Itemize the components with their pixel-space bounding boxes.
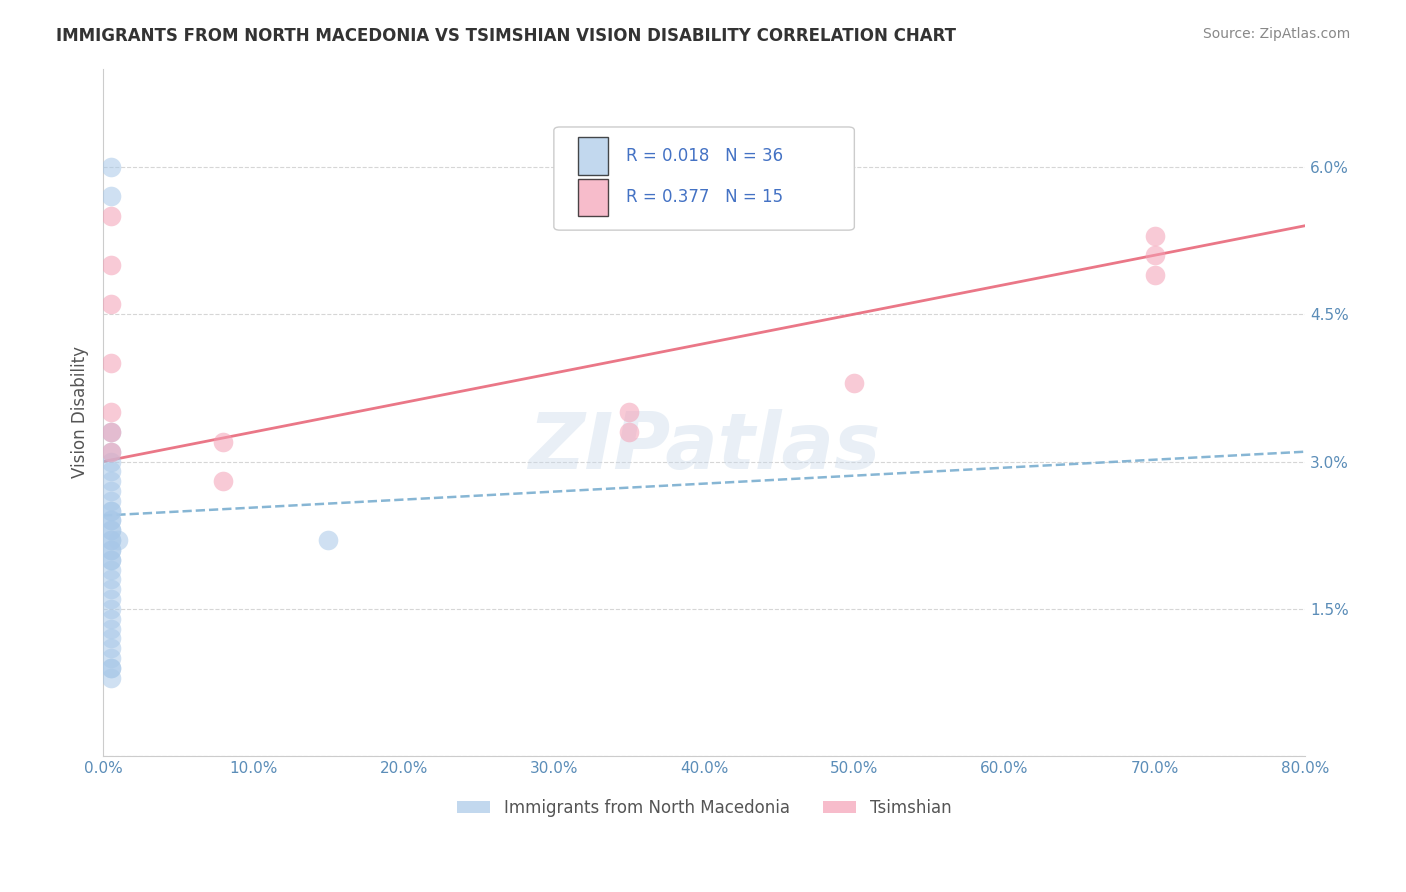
Point (100, 543, 122, 558)
Point (100, 474, 122, 488)
Point (100, 503, 122, 517)
Point (100, 582, 122, 597)
Point (100, 632, 122, 646)
Point (100, 425, 122, 439)
Point (100, 258, 122, 272)
FancyBboxPatch shape (578, 137, 607, 175)
Y-axis label: Vision Disability: Vision Disability (72, 346, 89, 478)
Point (1143, 268, 1166, 282)
Point (100, 563, 122, 577)
Point (100, 573, 122, 587)
Text: IMMIGRANTS FROM NORTH MACEDONIA VS TSIMSHIAN VISION DISABILITY CORRELATION CHART: IMMIGRANTS FROM NORTH MACEDONIA VS TSIMS… (56, 27, 956, 45)
Text: Source: ZipAtlas.com: Source: ZipAtlas.com (1202, 27, 1350, 41)
Point (1143, 228, 1166, 243)
Point (617, 405, 640, 419)
Point (100, 503, 122, 517)
Point (107, 533, 129, 548)
Point (100, 622, 122, 636)
Point (844, 376, 866, 390)
Point (100, 405, 122, 419)
Point (100, 297, 122, 311)
Point (212, 474, 235, 488)
FancyBboxPatch shape (578, 178, 607, 217)
Point (100, 513, 122, 527)
Point (100, 493, 122, 508)
Point (100, 543, 122, 558)
Point (100, 483, 122, 498)
Legend: Immigrants from North Macedonia, Tsimshian: Immigrants from North Macedonia, Tsimshi… (450, 792, 957, 823)
Point (100, 425, 122, 439)
Point (100, 553, 122, 567)
Text: R = 0.377   N = 15: R = 0.377 N = 15 (626, 188, 783, 206)
Point (1143, 248, 1166, 262)
Point (100, 533, 122, 548)
Point (100, 553, 122, 567)
Point (100, 592, 122, 607)
Text: ZIPatlas: ZIPatlas (529, 409, 880, 484)
Point (100, 189, 122, 203)
Point (100, 671, 122, 685)
Point (100, 209, 122, 223)
Point (100, 454, 122, 468)
Point (100, 444, 122, 458)
Point (100, 160, 122, 174)
Point (100, 661, 122, 675)
Point (100, 641, 122, 656)
Point (100, 612, 122, 626)
Point (212, 434, 235, 449)
Point (100, 513, 122, 527)
Point (100, 651, 122, 665)
Point (318, 533, 340, 548)
Point (100, 523, 122, 537)
Point (100, 533, 122, 548)
Point (100, 602, 122, 616)
Point (100, 444, 122, 458)
Point (100, 661, 122, 675)
Point (100, 356, 122, 370)
FancyBboxPatch shape (554, 127, 855, 230)
Point (617, 425, 640, 439)
Point (100, 523, 122, 537)
Text: R = 0.018   N = 36: R = 0.018 N = 36 (626, 147, 783, 165)
Point (100, 464, 122, 478)
